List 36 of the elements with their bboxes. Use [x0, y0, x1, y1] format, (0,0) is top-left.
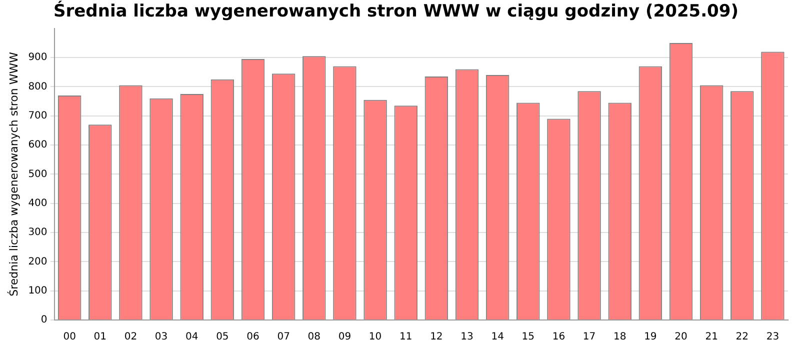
y-tick-label: 700: [28, 110, 48, 122]
x-tick-label: 01: [94, 332, 107, 343]
y-tick-label: 100: [28, 285, 48, 296]
x-tick-label: 21: [705, 332, 718, 343]
x-tick-label: 17: [582, 332, 596, 343]
y-tick-label: 400: [28, 198, 48, 209]
chart-title: Średnia liczba wygenerowanych stron WWW w ciągu godziny (2025.09): [54, 0, 738, 22]
x-tick-label: 03: [154, 332, 168, 343]
y-tick-label: 0: [40, 314, 48, 326]
x-tick-label: 09: [338, 332, 352, 343]
x-tick-label: 13: [460, 332, 474, 343]
y-axis-title: Średnia liczba wygenerowanych stron WWW: [6, 52, 20, 296]
y-tick-label: 800: [28, 81, 48, 92]
x-tick-label: 19: [644, 332, 657, 343]
x-tick-label: 10: [368, 332, 382, 343]
y-tick-label: 500: [28, 168, 48, 180]
y-tick-label: 900: [28, 52, 48, 64]
x-tick-label: 15: [522, 332, 535, 343]
x-tick-label: 06: [246, 332, 260, 343]
x-tick-label: 05: [216, 332, 229, 343]
x-tick-label: 02: [124, 332, 138, 343]
x-tick-label: 20: [674, 332, 688, 343]
x-tick-label: 11: [399, 332, 412, 343]
x-tick-label: 04: [185, 332, 198, 343]
x-tick-label: 22: [736, 332, 749, 343]
x-tick-label: 12: [430, 332, 443, 343]
y-tick-label: 600: [28, 140, 48, 151]
x-tick-label: 18: [613, 332, 626, 343]
x-tick-label: 00: [63, 332, 76, 343]
x-tick-label: 16: [552, 332, 566, 343]
x-tick-label: 23: [766, 332, 780, 343]
y-tick-label: 200: [28, 256, 48, 268]
y-tick-label: 300: [28, 227, 48, 238]
x-tick-label: 14: [491, 332, 504, 343]
x-tick-label: 08: [308, 332, 321, 343]
x-tick-label: 07: [277, 332, 290, 343]
